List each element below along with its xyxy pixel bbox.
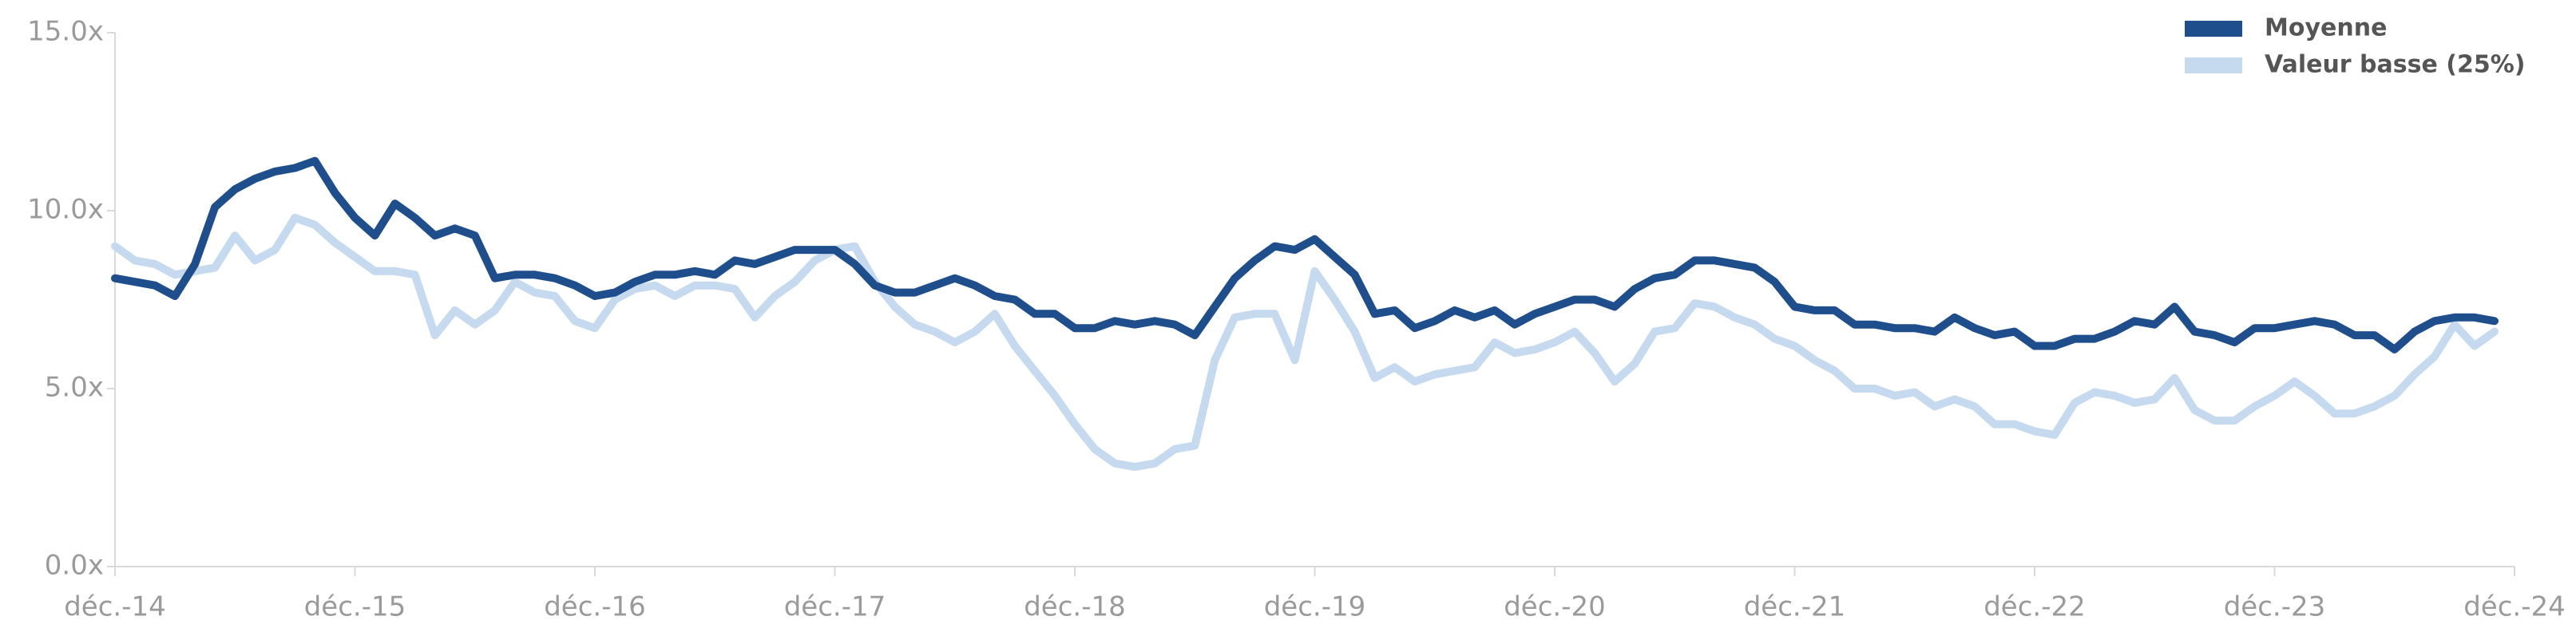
x-tick-label: déc.-23 xyxy=(2224,591,2326,623)
x-tick-label: déc.-15 xyxy=(304,591,406,623)
x-tick-label: déc.-14 xyxy=(64,591,166,623)
series-line xyxy=(111,213,2499,472)
x-tick-label: déc.-24 xyxy=(2463,591,2566,623)
legend-label: Valeur basse (25%) xyxy=(2265,51,2526,79)
x-tick-label: déc.-22 xyxy=(1984,591,2086,623)
y-tick-label: 0.0x xyxy=(45,550,104,582)
legend-label: Moyenne xyxy=(2265,14,2387,42)
x-tick-label: déc.-20 xyxy=(1504,591,1606,623)
series-line xyxy=(111,156,2499,354)
y-tick-label: 5.0x xyxy=(45,372,104,404)
y-tick-label: 10.0x xyxy=(27,194,104,226)
x-tick-label: déc.-19 xyxy=(1264,591,1366,623)
x-tick-label: déc.-18 xyxy=(1024,591,1126,623)
y-tick-label: 15.0x xyxy=(27,16,104,48)
x-tick-label: déc.-16 xyxy=(544,591,646,623)
legend-swatch xyxy=(2185,21,2242,37)
x-tick-label: déc.-21 xyxy=(1744,591,1846,623)
legend-swatch xyxy=(2185,57,2242,73)
x-tick-label: déc.-17 xyxy=(784,591,886,623)
